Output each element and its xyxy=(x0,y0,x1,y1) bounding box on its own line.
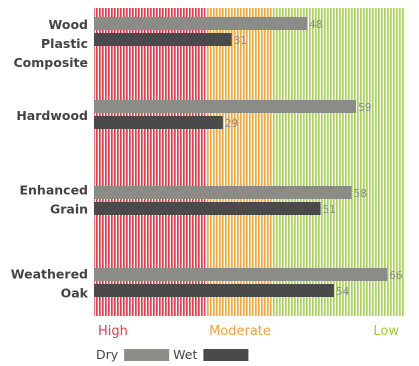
bar-dry-0 xyxy=(94,17,308,30)
category-label: Composite xyxy=(14,55,89,70)
zone-low xyxy=(271,8,405,316)
zone-label-low: Low xyxy=(373,324,399,339)
bar-wet-0 xyxy=(94,33,232,46)
bars-layer xyxy=(94,17,388,297)
legend-label-wet: Wet xyxy=(173,347,197,362)
category-label: Weathered xyxy=(11,267,88,282)
value-label-wet-3: 54 xyxy=(336,286,350,298)
value-label-dry-1: 59 xyxy=(358,102,371,114)
category-label: Plastic xyxy=(41,36,88,51)
bar-wet-3 xyxy=(94,284,334,297)
zone-moderate xyxy=(205,8,272,316)
legend-swatch-dry xyxy=(124,349,170,361)
category-label: Enhanced xyxy=(19,183,88,198)
legend-label-dry: Dry xyxy=(96,347,119,362)
labels-layer: High Moderate Low 48 31 Wood Plastic Composite 5… xyxy=(11,17,403,339)
value-label-dry-0: 48 xyxy=(309,19,322,31)
zone-high xyxy=(94,8,206,316)
value-label-dry-2: 58 xyxy=(354,188,367,200)
bar-dry-1 xyxy=(94,100,357,113)
bar-wet-2 xyxy=(94,202,321,215)
category-label: Oak xyxy=(61,286,89,301)
value-label-dry-3: 66 xyxy=(389,270,403,282)
legend-swatch-wet xyxy=(203,349,249,361)
value-label-wet-2: 51 xyxy=(323,204,336,216)
value-label-wet-1: 29 xyxy=(225,118,238,130)
category-label: Grain xyxy=(50,202,88,217)
zones-layer xyxy=(94,8,405,316)
bar-dry-2 xyxy=(94,186,352,199)
bar-wet-1 xyxy=(94,116,223,129)
value-label-wet-0: 31 xyxy=(234,35,247,47)
bar-dry-3 xyxy=(94,268,388,281)
legend: Dry Wet xyxy=(96,347,249,362)
zone-label-moderate: Moderate xyxy=(209,324,271,339)
category-label: Wood xyxy=(49,17,88,32)
zone-label-high: High xyxy=(98,324,128,339)
category-label: Hardwood xyxy=(16,108,88,123)
